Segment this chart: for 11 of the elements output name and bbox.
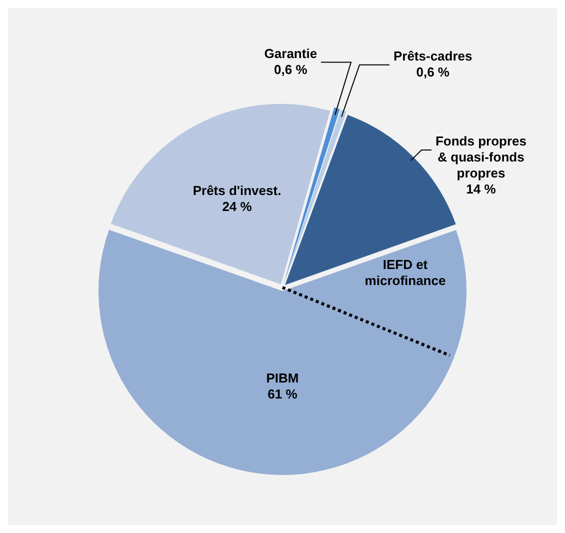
data-label: 14 % (466, 182, 496, 197)
slice-label: Prêts-cadres (393, 48, 472, 64)
slice-label: Fonds propres & quasi-fonds propres (435, 134, 526, 181)
slice-label: PIBM (266, 370, 299, 386)
data-label: 24 % (222, 198, 252, 214)
text: IEFD et microfinance (364, 257, 446, 288)
slice-label: Garantie (264, 46, 318, 61)
slice-label: Prêts d'invest. (192, 182, 282, 198)
data-label: 0,6 % (274, 62, 308, 77)
data-label: 61 % (268, 386, 298, 402)
data-label: 0,6 % (416, 64, 450, 80)
